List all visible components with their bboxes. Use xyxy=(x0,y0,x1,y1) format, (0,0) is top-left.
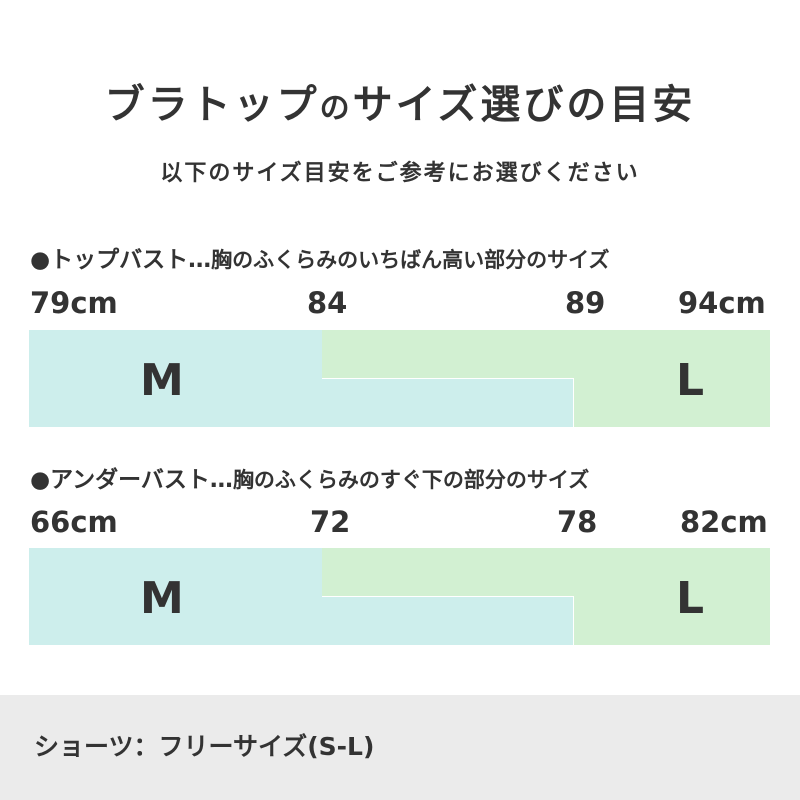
size-m-band xyxy=(29,330,322,427)
size-l-label: L xyxy=(676,355,705,406)
size-m-label: M xyxy=(140,573,184,624)
size-l-band xyxy=(574,378,770,427)
section-heading-top-bust: ●トップバスト…胸のふくらみのいちばん高い部分のサイズ xyxy=(30,240,609,274)
tick-label: 79cm xyxy=(30,286,118,320)
size-m-overlap xyxy=(322,379,573,427)
size-m-band xyxy=(29,548,322,645)
size-l-overlap xyxy=(322,548,770,596)
size-l-overlap xyxy=(322,330,770,378)
tick-label: 89 xyxy=(565,286,606,320)
size-m-overlap xyxy=(322,597,573,645)
size-l-band xyxy=(574,596,770,645)
tick-label: 78 xyxy=(557,505,598,539)
section-label: アンダーバスト… xyxy=(50,467,233,493)
title-part: の xyxy=(319,91,353,126)
size-m-label: M xyxy=(140,355,184,406)
section-label: トップバスト… xyxy=(50,247,212,273)
section-description: 胸のふくらみのすぐ下の部分のサイズ xyxy=(232,468,590,492)
tick-label: 84 xyxy=(307,286,348,320)
tick-label: 94cm xyxy=(678,286,766,320)
tick-label: 66cm xyxy=(30,505,118,539)
subtitle: 以下のサイズ目安をご参考にお選びください xyxy=(160,161,640,186)
footer-panel: ショーツ：フリーサイズ(S-L) xyxy=(0,695,800,800)
tick-label: 72 xyxy=(310,505,351,539)
section-heading-under-bust: ●アンダーバスト…胸のふくらみのすぐ下の部分のサイズ xyxy=(30,460,589,494)
page-title: ブラトップのサイズ選びの目安 xyxy=(0,72,800,130)
bullet-icon: ● xyxy=(30,467,51,493)
title-part: サイズ選びの目安 xyxy=(352,82,696,128)
title-part: ブラトップ xyxy=(104,82,320,128)
size-l-label: L xyxy=(676,573,705,624)
section-description: 胸のふくらみのいちばん高い部分のサイズ xyxy=(211,248,610,272)
shorts-size-note: ショーツ：フリーサイズ(S-L) xyxy=(34,732,375,761)
tick-label: 82cm xyxy=(680,505,768,539)
bullet-icon: ● xyxy=(30,247,51,273)
